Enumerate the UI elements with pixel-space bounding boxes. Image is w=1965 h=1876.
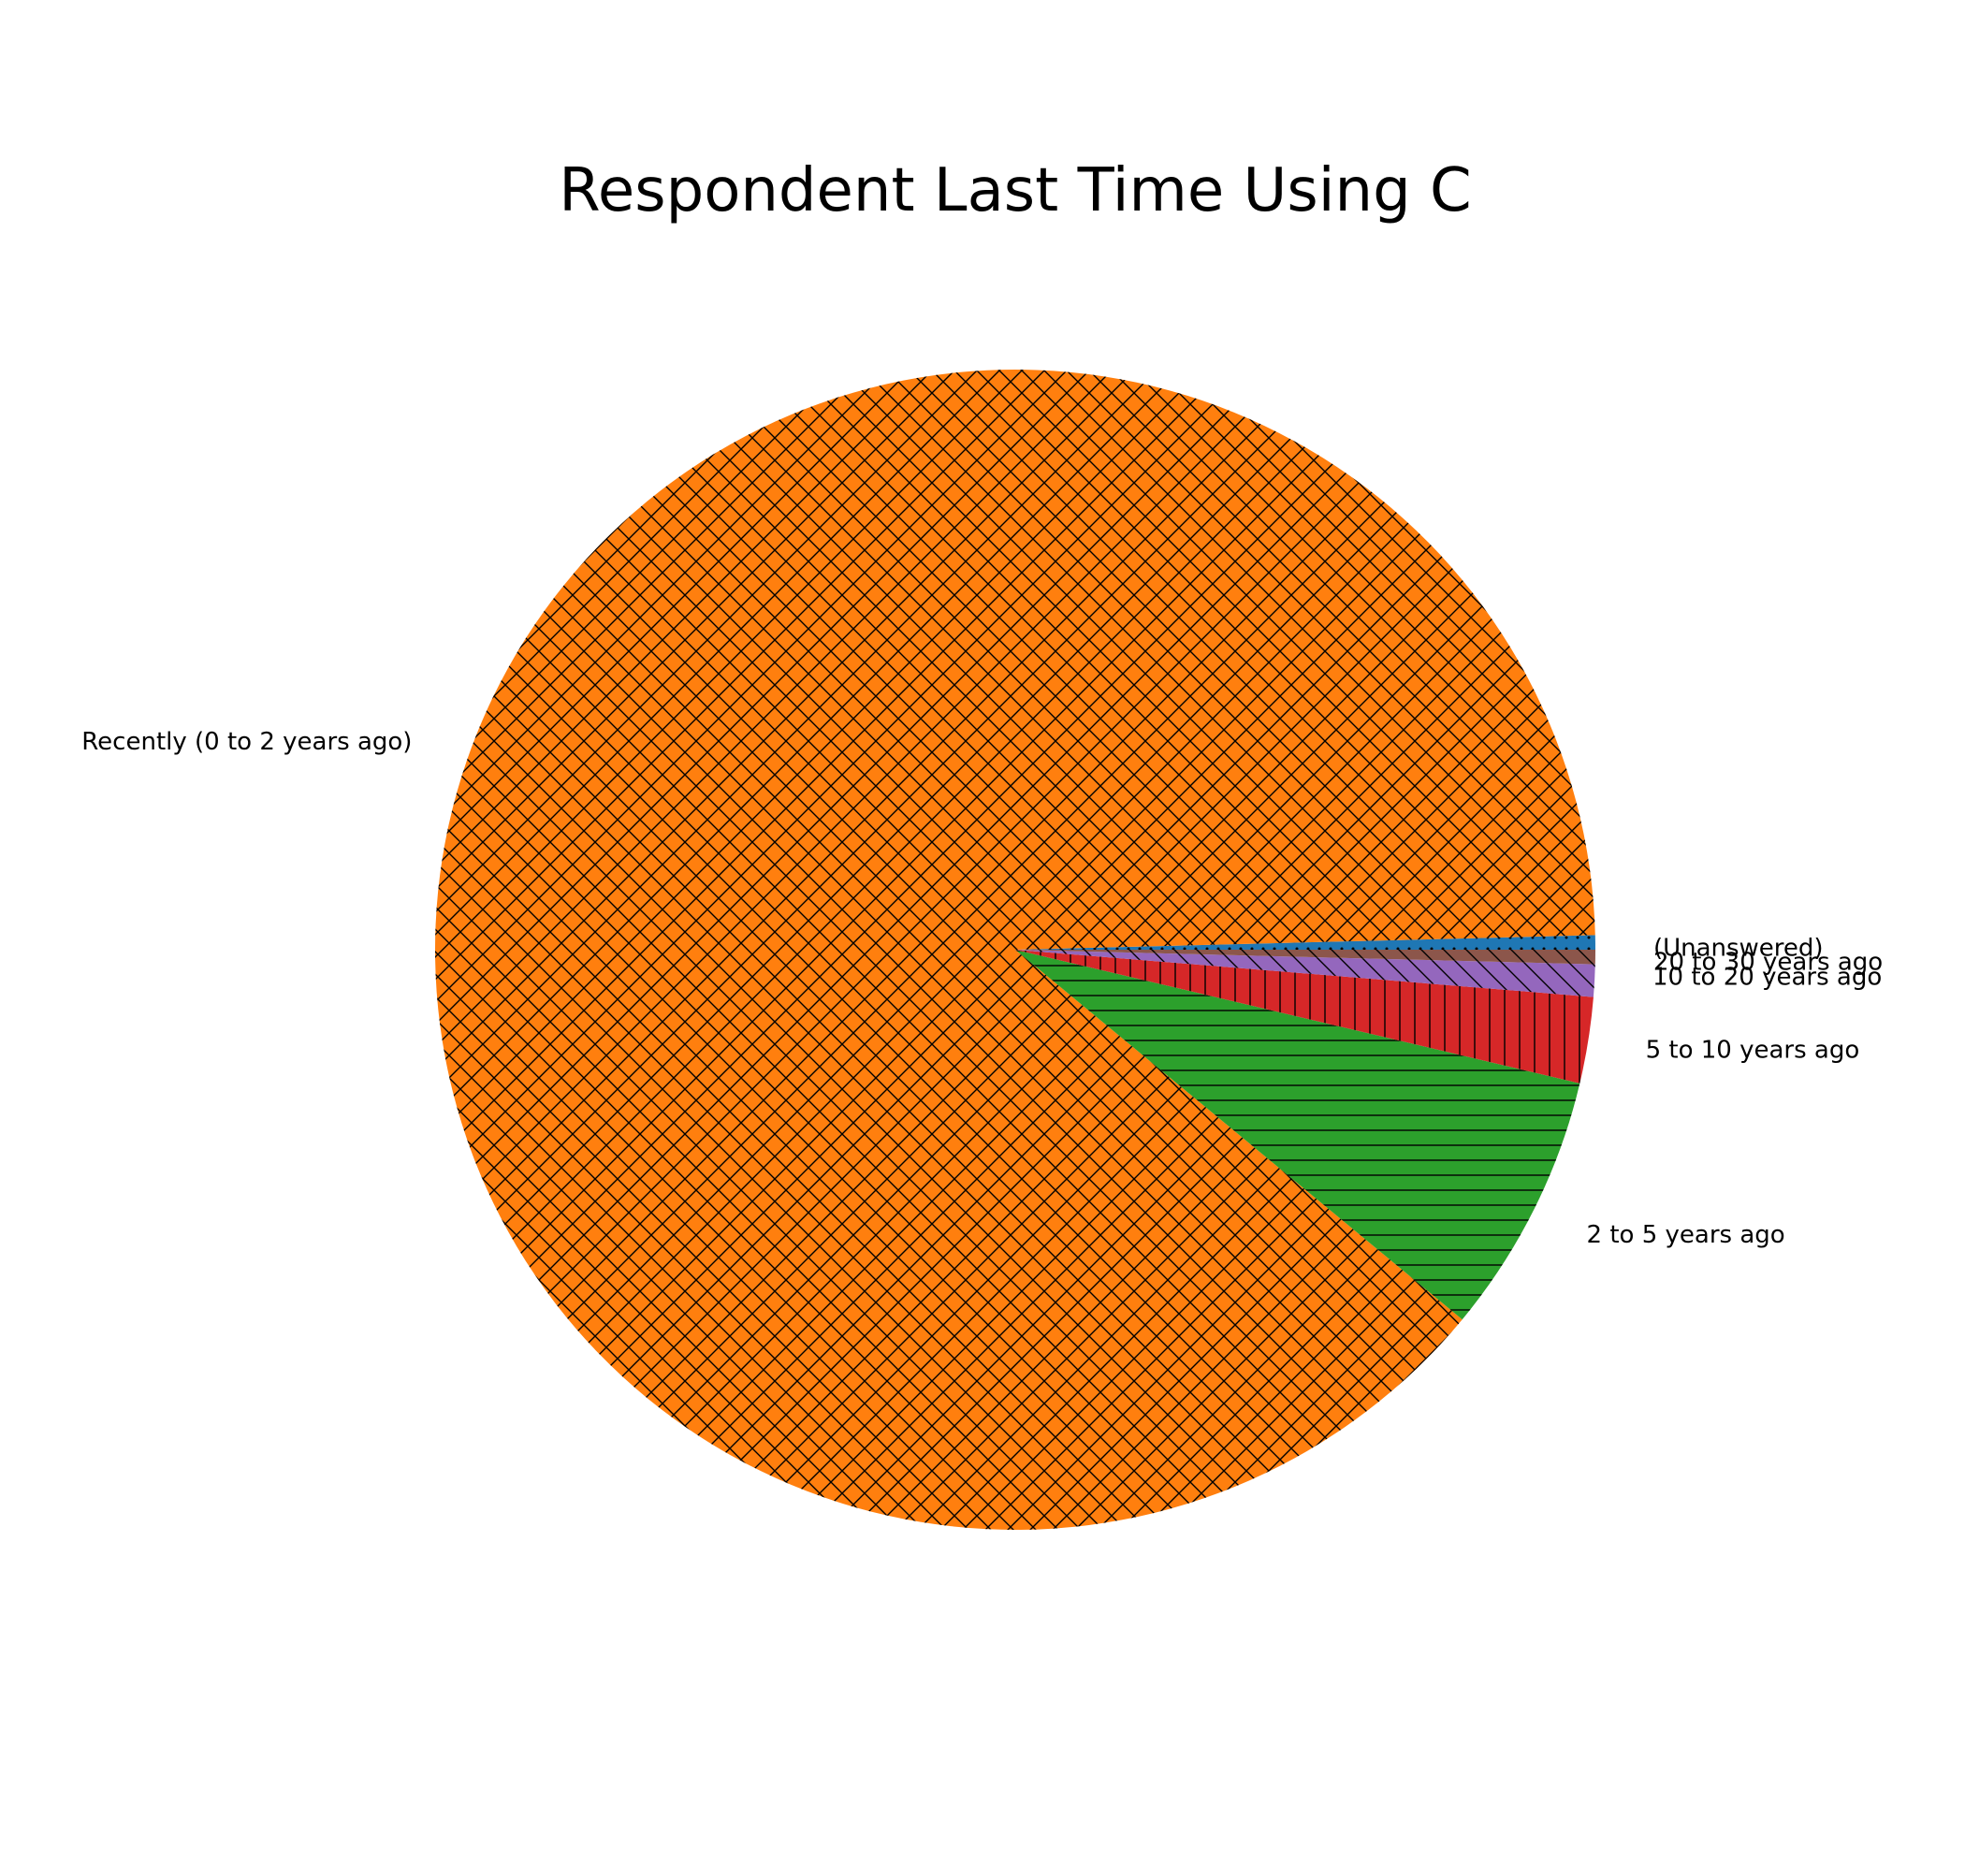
slice-label-2-to-5-years-ago: 2 to 5 years ago <box>1587 1221 1785 1249</box>
slice-label-5-to-10-years-ago: 5 to 10 years ago <box>1646 1037 1860 1065</box>
pie-labels: (Unanswered) Recently (0 to 2 years ago) 2… <box>81 728 1883 1249</box>
pie-slice-hatch-recently-0-to-2-years-ago <box>435 369 1595 1531</box>
pie-slice-hatch-20-to-30-years-ago <box>1015 950 1595 965</box>
pie-slices <box>435 369 1596 1531</box>
pie-slice-hatch-10-to-20-years-ago <box>1015 950 1595 997</box>
slice-label-10-to-20-years-ago: 10 to 20 years ago <box>1652 963 1882 991</box>
pie-slice-hatch-5-to-10-years-ago <box>1015 950 1594 1083</box>
slice-label-unanswered: (Unanswered) <box>1653 934 1824 962</box>
slice-label-20-to-30-years-ago: 20 to 30 years ago <box>1653 949 1883 977</box>
slice-label-recently-0-to-2-years-ago: Recently (0 to 2 years ago) <box>81 728 412 756</box>
pie-slice-hatch-unanswered <box>1015 935 1596 950</box>
pie-slice-hatch-2-to-5-years-ago <box>1015 950 1580 1320</box>
chart-title: Respondent Last Time Using C <box>559 156 1471 225</box>
